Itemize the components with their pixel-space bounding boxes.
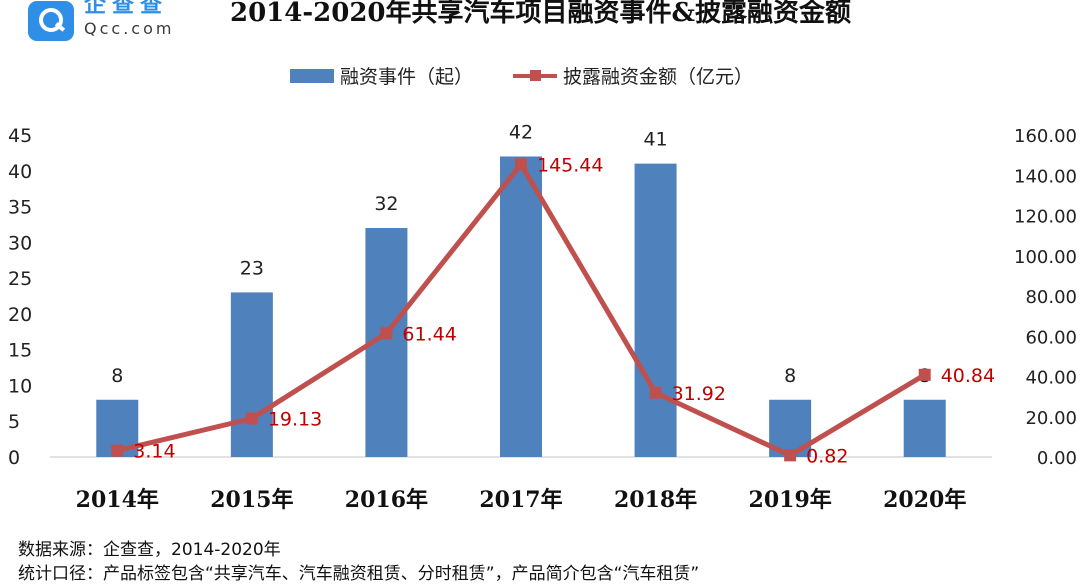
line-data-label: 3.14 [133, 441, 175, 463]
line-marker-2014年 [111, 444, 124, 457]
bar-2017年 [500, 156, 542, 457]
bar-data-label: 23 [240, 257, 264, 279]
y-left-tick-label: 10 [8, 375, 32, 397]
line-marker-2020年 [918, 368, 931, 381]
line-marker-2015年 [245, 412, 258, 425]
legend-bar-swatch [290, 68, 334, 83]
legend-item-bar: 融资事件（起） [290, 62, 473, 89]
x-tick-label: 2016年 [345, 487, 428, 513]
y-right-tick-label: 120.00 [1014, 207, 1077, 228]
y-left-tick-label: 20 [8, 304, 32, 326]
bar-data-label: 41 [643, 129, 667, 151]
legend: 融资事件（起） 披露融资金额（亿元） [290, 62, 793, 89]
y-left-tick-label: 35 [8, 197, 32, 219]
x-tick-label: 2019年 [749, 487, 832, 513]
x-tick-label: 2018年 [614, 487, 697, 513]
y-right-tick-label: 100.00 [1014, 247, 1077, 268]
line-marker-2018年 [649, 386, 662, 399]
bar-data-label: 32 [374, 193, 398, 215]
y-right-tick-label: 20.00 [1025, 408, 1077, 429]
x-tick-label: 2015年 [210, 487, 293, 513]
line-data-label: 145.44 [537, 154, 603, 176]
x-tick-label: 2014年 [76, 487, 159, 513]
bar-2018年 [634, 163, 677, 457]
legend-bar-label: 融资事件（起） [340, 66, 474, 88]
line-data-label: 19.13 [268, 409, 322, 431]
y-right-tick-label: 40.00 [1025, 368, 1077, 389]
y-left-tick-label: 45 [8, 125, 32, 147]
x-tick-label: 2020年 [883, 487, 966, 513]
bar-2020年 [903, 399, 946, 457]
legend-item-line: 披露融资金额（亿元） [513, 62, 753, 89]
line-marker-2016年 [380, 327, 393, 340]
y-right-tick-label: 160.00 [1014, 126, 1077, 147]
bar-data-label: 42 [509, 121, 533, 143]
logo-domain: Qcc.com [84, 19, 175, 38]
line-data-label: 40.84 [941, 365, 995, 387]
bar-2015年 [230, 292, 273, 457]
chart-title: 2014-2020年共享汽车项目融资事件&披露融资金额 [230, 0, 851, 28]
y-left-tick-label: 5 [8, 411, 20, 433]
legend-line-swatch [513, 69, 558, 81]
scope-note: 统计口径：产品标签包含“共享汽车、汽车融资租赁、分时租赁”，产品简介包含“汽车租… [18, 564, 700, 584]
bar-data-label: 8 [784, 365, 796, 387]
y-left-tick-label: 15 [8, 340, 32, 362]
legend-line-label: 披露融资金额（亿元） [563, 66, 754, 88]
line-data-label: 61.44 [402, 323, 456, 345]
line-data-label: 31.92 [672, 383, 726, 405]
line-marker-2019年 [784, 449, 797, 462]
data-source-note: 数据来源：企查查，2014-2020年 [18, 540, 281, 560]
y-right-tick-label: 80.00 [1025, 287, 1077, 308]
qcc-logo-icon [28, 1, 74, 41]
combo-chart: 0510152025303540450.0020.0040.0060.0080.… [8, 121, 1077, 513]
x-tick-label: 2017年 [479, 487, 562, 513]
y-right-tick-label: 140.00 [1014, 166, 1077, 187]
y-right-tick-label: 0.00 [1037, 448, 1077, 469]
bar-data-label: 8 [111, 365, 123, 387]
notes: 数据来源：企查查，2014-2020年 统计口径：产品标签包含“共享汽车、汽车融… [18, 538, 699, 586]
y-right-tick-label: 60.00 [1025, 327, 1077, 348]
line-data-label: 0.82 [806, 445, 848, 467]
y-left-tick-label: 30 [8, 232, 32, 254]
y-left-tick-label: 25 [8, 268, 32, 290]
y-left-tick-label: 0 [8, 447, 20, 469]
y-left-tick-label: 40 [8, 161, 32, 183]
logo-name: 企查查 [84, 0, 169, 18]
logo: 企查查 Qcc.com [28, 0, 174, 42]
line-marker-2017年 [515, 158, 527, 171]
